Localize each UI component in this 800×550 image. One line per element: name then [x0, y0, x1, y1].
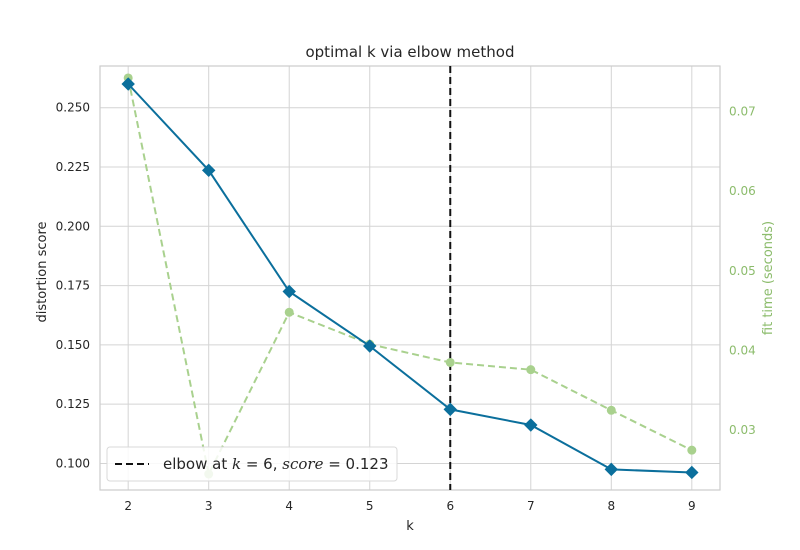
y-tick-label: 0.225	[56, 160, 90, 174]
x-tick-label: 8	[607, 499, 615, 513]
x-tick-label: 7	[527, 499, 535, 513]
y-tick-label: 0.175	[56, 279, 90, 293]
plot-frame	[99, 65, 721, 491]
distortion-point	[201, 163, 216, 178]
y-tick-label: 0.125	[56, 397, 90, 411]
x-tick-label: 4	[285, 499, 293, 513]
y2-tick-label: 0.07	[729, 104, 756, 118]
y-tick-label: 0.200	[56, 219, 90, 233]
fit_time-point	[606, 405, 616, 415]
tick-labels: 2 3 4 5 6 7 8 9 0.100 0.125 0.150 0.175 0.200 0.225 0.…	[56, 101, 756, 513]
x-tick-label: 3	[205, 499, 213, 513]
fit_time-point	[284, 307, 294, 317]
y2-tick-label: 0.04	[729, 344, 756, 358]
legend: elbow at k = 6, score = 0.123	[106, 446, 398, 482]
y2-axis-label: fit time (seconds)	[761, 221, 776, 335]
x-tick-label: 5	[366, 499, 374, 513]
distortion-point	[604, 462, 619, 477]
distortion-point	[121, 77, 135, 91]
fit_time-point	[526, 365, 536, 375]
y2-tick-label: 0.06	[729, 184, 756, 198]
distortion-point	[363, 339, 377, 353]
distortion-point	[282, 284, 296, 299]
fit_time-point	[687, 445, 697, 455]
y2-tick-label: 0.03	[729, 423, 756, 437]
distortion-point	[524, 418, 538, 432]
distortion-point	[685, 465, 699, 480]
x-tick-label: 2	[124, 499, 132, 513]
y2-tick-label: 0.05	[729, 264, 756, 278]
distortion-line	[127, 83, 692, 474]
legend-label: elbow at k = 6, score = 0.123	[163, 455, 389, 473]
y-tick-label: 0.100	[56, 456, 90, 470]
chart-title: optimal k via elbow method	[305, 43, 514, 61]
distortion-point	[443, 402, 457, 417]
x-axis-label: k	[406, 519, 414, 534]
x-tick-label: 6	[446, 499, 454, 513]
distortion-series	[121, 77, 699, 480]
fit_time-point	[445, 357, 455, 367]
x-tick-label: 9	[688, 499, 696, 513]
y-tick-label: 0.250	[56, 101, 90, 115]
legend-box	[106, 446, 398, 482]
y-tick-label: 0.150	[56, 338, 90, 352]
y-axis-label: distortion score	[35, 222, 50, 323]
